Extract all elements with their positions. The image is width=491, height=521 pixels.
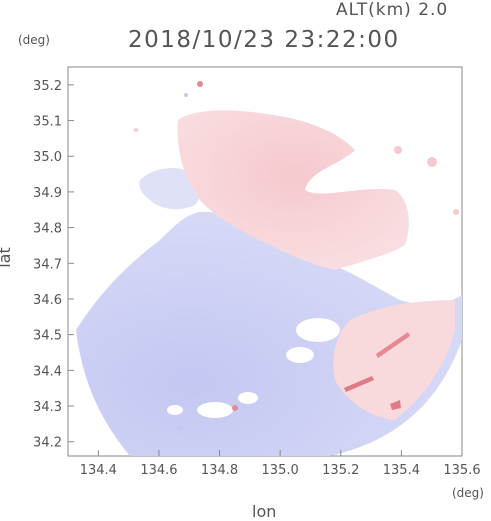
echo-speck bbox=[134, 128, 138, 132]
echo-speck bbox=[427, 157, 437, 167]
x-axis-ticks: 134.4 134.6 134.8 135.0 135.2 135.4 135.6 bbox=[80, 450, 481, 478]
no-echo-gap bbox=[286, 347, 314, 363]
y-tick-label: 34.7 bbox=[33, 257, 62, 272]
x-tick-label: 135.6 bbox=[443, 463, 480, 478]
x-tick-label: 134.6 bbox=[140, 463, 177, 478]
y-tick-label: 35.1 bbox=[33, 115, 62, 130]
no-echo-gap bbox=[167, 405, 183, 415]
y-tick-label: 34.6 bbox=[33, 293, 62, 308]
echo-speck bbox=[232, 405, 238, 411]
x-tick-label: 135.4 bbox=[383, 463, 420, 478]
y-tick-label: 34.9 bbox=[33, 186, 62, 201]
y-axis-ticks: 34.2 34.3 34.4 34.5 34.6 34.7 34.8 34.9 35.0 35.1… bbox=[33, 79, 74, 451]
y-tick-label: 34.8 bbox=[33, 222, 62, 237]
x-tick-label: 135.0 bbox=[262, 463, 299, 478]
x-axis-label: lon bbox=[252, 502, 277, 521]
receding-echo-region bbox=[177, 110, 409, 270]
approaching-echo-north bbox=[139, 168, 201, 210]
echo-speck bbox=[184, 93, 188, 97]
strong-echo-streak bbox=[376, 332, 410, 358]
no-echo-gap bbox=[296, 318, 340, 342]
strong-echo-streak bbox=[344, 376, 374, 392]
no-echo-gap bbox=[197, 402, 233, 418]
y-tick-label: 34.2 bbox=[33, 436, 62, 451]
y-tick-label: 35.2 bbox=[33, 79, 62, 94]
altitude-label: ALT(km) 2.0 bbox=[336, 0, 449, 20]
y-tick-label: 35.0 bbox=[33, 150, 62, 165]
echo-speck bbox=[177, 425, 183, 431]
echo-speck bbox=[197, 81, 203, 87]
x-axis-unit: (deg) bbox=[452, 486, 484, 500]
y-tick-label: 34.4 bbox=[33, 364, 62, 379]
no-echo-gap bbox=[238, 392, 258, 404]
y-axis-unit: (deg) bbox=[18, 33, 50, 47]
x-tick-label: 135.2 bbox=[322, 463, 359, 478]
strong-echo-streak bbox=[390, 400, 401, 410]
echo-speck bbox=[394, 146, 402, 154]
y-tick-label: 34.3 bbox=[33, 400, 62, 415]
echo-speck bbox=[453, 209, 459, 215]
observation-datetime: 2018/10/23 23:22:00 bbox=[128, 27, 400, 53]
receding-echo-southeast bbox=[333, 300, 455, 420]
x-tick-label: 134.4 bbox=[80, 463, 117, 478]
y-tick-label: 34.5 bbox=[33, 329, 62, 344]
x-tick-label: 134.8 bbox=[201, 463, 238, 478]
